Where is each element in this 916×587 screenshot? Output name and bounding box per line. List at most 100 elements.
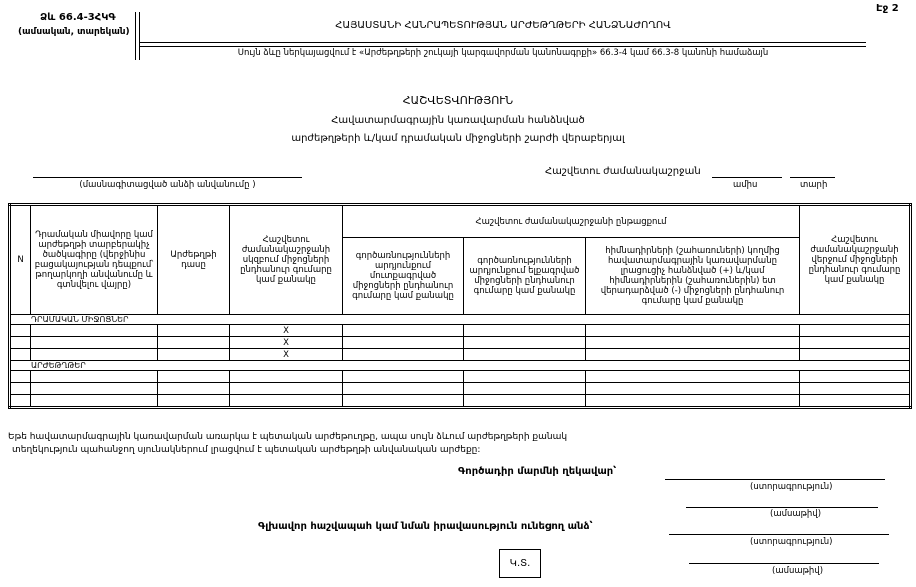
table-cell[interactable]	[342, 370, 464, 383]
table-cell[interactable]	[463, 370, 586, 383]
table-cell[interactable]	[9, 382, 31, 395]
accountant-label: Գլխավոր հաշվապահ կամ նման իրավասություն …	[258, 521, 593, 532]
footnote-line-2: տեղեկություն պահանջող սյունակներում լրաց…	[12, 445, 481, 455]
table-cell[interactable]	[229, 370, 343, 383]
header-founders: հիմնադիրների (շահառուների) կողմից հավատա…	[584, 237, 801, 315]
period-month-field[interactable]	[712, 177, 782, 178]
table-row: X	[9, 324, 912, 337]
table-cell[interactable]	[463, 394, 586, 408]
accountant-date-field[interactable]	[689, 563, 879, 564]
table-cell[interactable]	[157, 336, 230, 349]
executive-date-caption: (ամսաթիվ)	[770, 509, 822, 519]
header-class: Արժեթղթի դասը	[157, 204, 230, 315]
table-cell[interactable]	[9, 336, 31, 349]
table-cell[interactable]	[342, 394, 464, 408]
table-cell[interactable]	[30, 336, 158, 349]
section-row: ԴՐԱՄԱԿԱՆ ՄԻՋՈՑՆԵՐ	[8, 314, 912, 325]
executive-signature-caption: (ստորագրություն)	[750, 482, 833, 492]
table-cell[interactable]	[799, 382, 912, 395]
table-row	[9, 382, 912, 395]
section-label: ԱՐԺԵԹՂԹԵՐ	[8, 360, 912, 371]
entity-caption: (մասնագիտացված անձի անվանումը )	[79, 180, 256, 190]
table-cell[interactable]	[9, 370, 31, 383]
table-cell[interactable]	[799, 348, 912, 361]
header-during: Հաշվետու ժամանակաշրջանի ընթացքում	[341, 204, 801, 238]
table-cell[interactable]	[157, 324, 230, 337]
table-cell[interactable]	[584, 370, 801, 383]
table-row: X	[9, 348, 912, 361]
executive-signature-field[interactable]	[665, 479, 885, 480]
section-label: ԴՐԱՄԱԿԱՆ ՄԻՋՈՑՆԵՐ	[8, 314, 912, 325]
accountant-signature-field[interactable]	[669, 534, 889, 535]
table-cell[interactable]	[30, 348, 158, 361]
table-cell[interactable]	[463, 348, 586, 361]
table-row: X	[9, 336, 912, 349]
table-cell[interactable]	[799, 324, 912, 337]
table-row	[9, 370, 912, 383]
table-cell[interactable]	[157, 348, 230, 361]
stamp-box: Կ.Տ.	[499, 549, 541, 578]
table-cell[interactable]	[30, 324, 158, 337]
form-code: Ձև 66.4-3ՀԿԳ	[40, 12, 116, 23]
table-cell[interactable]	[342, 324, 464, 337]
legal-basis: Սույն ձևը ներկայացվում է «Արժեթղթերի շու…	[237, 48, 769, 58]
table-cell[interactable]	[157, 382, 230, 395]
table-cell[interactable]	[9, 324, 31, 337]
header-divider	[140, 42, 866, 47]
header-n: N	[9, 204, 31, 315]
subtitle-line-2: արժեթղթերի և/կամ դրամական միջոցների շարժ…	[291, 133, 625, 144]
table-cell[interactable]	[799, 394, 912, 408]
table-cell[interactable]	[342, 348, 464, 361]
page-label: Էջ 2	[876, 3, 899, 14]
stamp-label: Կ.Տ.	[509, 558, 531, 569]
entity-name-field[interactable]	[33, 177, 302, 178]
table-cell[interactable]	[229, 382, 343, 395]
table-cell[interactable]	[229, 394, 343, 408]
table-cell[interactable]	[342, 336, 464, 349]
table-cell[interactable]	[584, 394, 801, 408]
table-cell[interactable]	[584, 348, 801, 361]
table-cell[interactable]	[463, 382, 586, 395]
table-cell[interactable]	[30, 370, 158, 383]
table-cell[interactable]	[30, 394, 158, 408]
subtitle-line-1: Հավատարմագրային կառավարման հանձնված	[331, 115, 585, 126]
accountant-date-caption: (ամսաթիվ)	[772, 566, 824, 576]
table-cell[interactable]	[463, 324, 586, 337]
table-cell: X	[229, 336, 343, 349]
table-row	[9, 394, 912, 408]
table-cell[interactable]	[9, 394, 31, 408]
table-cell[interactable]	[584, 324, 801, 337]
report-table: N Դրամական միավորը կամ արժեթղթի տարբերակ…	[8, 203, 913, 409]
table-cell[interactable]	[463, 336, 586, 349]
header-code: Դրամական միավորը կամ արժեթղթի տարբերակիչ…	[30, 204, 158, 315]
header-end: Հաշվետու ժամանակաշրջանի վերջում միջոցներ…	[799, 204, 912, 315]
document-title: ՀԱՇՎԵՏՎՈՒԹՅՈՒՆ	[402, 94, 514, 107]
table-cell[interactable]	[157, 370, 230, 383]
table-cell[interactable]	[157, 394, 230, 408]
header-start: Հաշվետու ժամանակաշրջանի սկզբում միջոցներ…	[229, 204, 343, 315]
period-label: Հաշվետու ժամանակաշրջան	[545, 166, 701, 177]
period-year-field[interactable]	[790, 177, 835, 178]
header-in: գործառնությունների արդյունքում մուտքագրվ…	[342, 237, 464, 315]
vertical-divider	[135, 12, 140, 60]
executive-label: Գործադիր մարմնի ղեկավար՝	[458, 466, 617, 477]
table-cell[interactable]	[30, 382, 158, 395]
table-cell[interactable]	[584, 336, 801, 349]
table-cell: X	[229, 348, 343, 361]
section-row: ԱՐԺԵԹՂԹԵՐ	[8, 360, 912, 371]
table-cell[interactable]	[9, 348, 31, 361]
footnote-line-1: Եթե հավատարմագրային կառավարման առարկա է …	[8, 432, 568, 442]
table-cell[interactable]	[584, 382, 801, 395]
form-period: (ամսական, տարեկան)	[18, 27, 130, 37]
table-cell[interactable]	[342, 382, 464, 395]
authority-title: ՀԱՅԱՍՏԱՆԻ ՀԱՆՐԱՊԵՏՈՒԹՅԱՆ ԱՐԺԵԹՂԹԵՐԻ ՀԱՆՁ…	[335, 20, 671, 31]
table-cell[interactable]	[799, 370, 912, 383]
header-out: գործառնությունների արդյունքում ելքագրված…	[463, 237, 586, 315]
table-cell: X	[229, 324, 343, 337]
year-caption: տարի	[800, 180, 828, 190]
accountant-signature-caption: (ստորագրություն)	[750, 537, 833, 547]
table-cell[interactable]	[799, 336, 912, 349]
month-caption: ամիս	[733, 180, 758, 190]
executive-date-field[interactable]	[686, 507, 878, 508]
